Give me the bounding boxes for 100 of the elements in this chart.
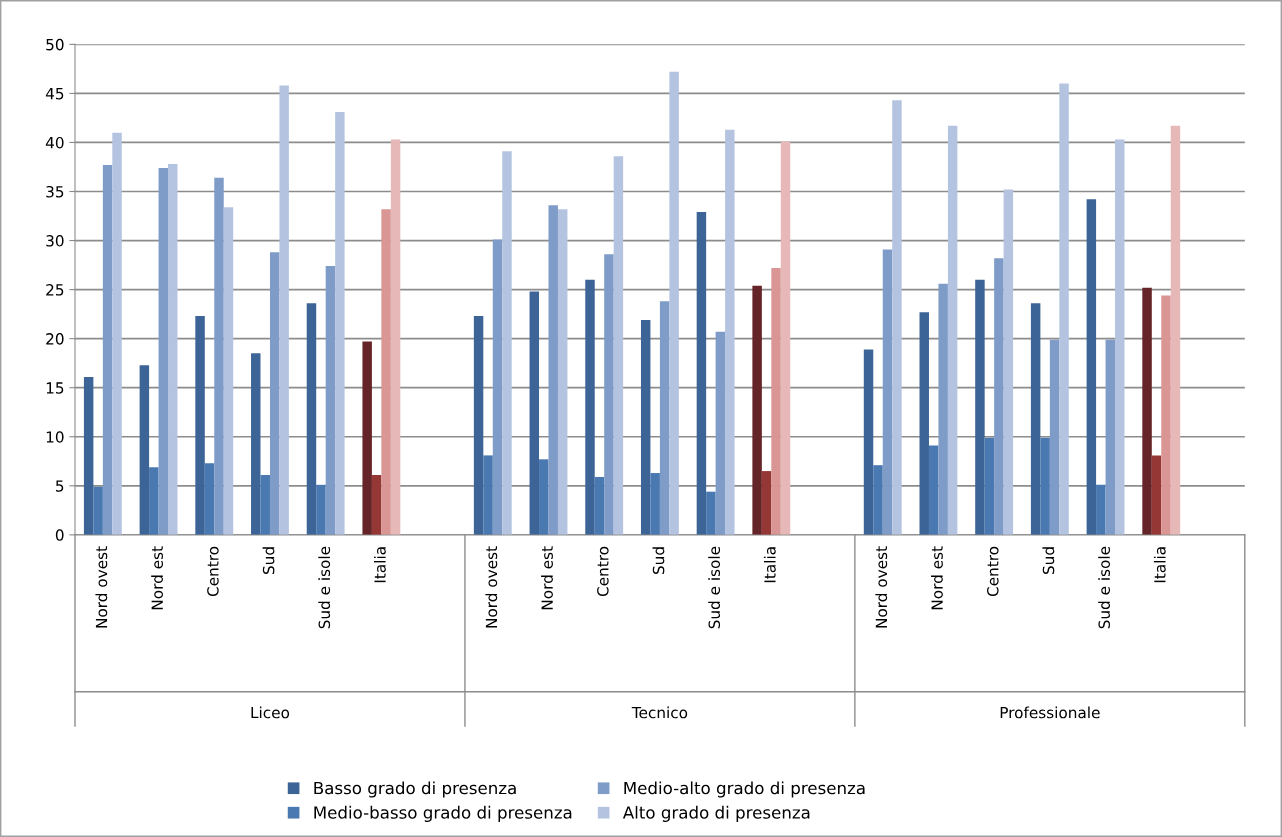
bar — [780, 141, 791, 535]
x-tick-label: Centro — [207, 546, 219, 597]
bar — [882, 249, 893, 535]
text: Tecnico — [631, 706, 688, 719]
x-tick-label: Sud e isole — [318, 546, 331, 629]
bar — [650, 473, 660, 535]
x-tick-label: Italia — [763, 547, 776, 583]
bar — [1003, 189, 1014, 535]
bar — [1161, 295, 1171, 535]
bar — [1115, 139, 1125, 535]
bar — [158, 167, 169, 535]
x-tick-label: Sud — [1042, 547, 1055, 575]
x-tick-label: Nord ovest — [875, 546, 888, 628]
bar — [390, 139, 401, 535]
bar — [1059, 83, 1069, 535]
bar — [195, 316, 205, 535]
y-tick-label: 20 — [46, 333, 64, 345]
x-tick-label: Sud — [652, 547, 665, 575]
bar — [1086, 199, 1097, 535]
x-tick-label: Nord ovest — [485, 546, 498, 628]
bar — [938, 283, 948, 535]
bar — [381, 209, 391, 535]
x-tick-label: Italia — [373, 547, 386, 583]
legend-label: Medio-basso grado di presenza — [314, 805, 572, 822]
bar — [483, 455, 493, 535]
bar — [362, 341, 372, 535]
bar — [548, 205, 558, 535]
bar — [1142, 287, 1152, 535]
bar — [371, 475, 382, 535]
bar — [928, 445, 939, 535]
bar — [863, 349, 874, 535]
bar — [251, 353, 261, 535]
y-tick-label: 35 — [46, 185, 64, 198]
legend-label: Medio-alto grado di presenza — [624, 781, 865, 798]
bar — [1030, 303, 1041, 535]
y-tick-label: 40 — [45, 136, 64, 149]
bar — [892, 100, 902, 535]
text: Liceo — [251, 706, 290, 719]
bar — [260, 475, 270, 535]
bar — [696, 212, 707, 535]
x-tick-label: Centro — [597, 546, 609, 597]
y-tick-label: 10 — [46, 431, 64, 443]
bar — [994, 258, 1004, 535]
bar — [557, 209, 568, 535]
bar — [1105, 339, 1116, 535]
bar — [706, 491, 716, 535]
bar — [1151, 455, 1162, 535]
bar — [335, 112, 345, 535]
bar — [669, 71, 679, 535]
bar — [715, 331, 726, 535]
y-tick-label: 0 — [55, 529, 64, 541]
bar — [492, 239, 503, 535]
bar — [223, 207, 234, 535]
x-tick-label: Sud e isole — [708, 546, 721, 629]
y-tick-label: 5 — [56, 480, 64, 492]
bar — [1096, 484, 1106, 535]
text: Professionale — [1000, 706, 1100, 719]
x-tick-label: Nord est — [931, 546, 943, 610]
bar — [604, 254, 614, 535]
bar — [1170, 125, 1181, 535]
bar — [919, 312, 929, 535]
bar — [168, 164, 178, 535]
x-tick-label: Sud e isole — [1098, 546, 1110, 629]
bar — [112, 132, 122, 535]
x-tick-label: Centro — [987, 546, 999, 597]
bar — [975, 279, 985, 535]
bar — [502, 151, 512, 535]
x-tick-label: Nord est — [151, 546, 163, 610]
y-tick-label: 25 — [46, 284, 64, 296]
bar — [984, 437, 995, 535]
bar — [1049, 339, 1060, 535]
bar — [613, 156, 624, 535]
bar — [269, 252, 280, 535]
x-tick-label: Nord ovest — [95, 546, 108, 628]
y-tick-label: 30 — [46, 235, 64, 247]
bar — [873, 465, 883, 535]
bar — [316, 484, 326, 535]
y-tick-label: 45 — [45, 88, 64, 100]
x-tick-label: Nord est — [541, 546, 553, 610]
bar — [529, 291, 540, 535]
bar — [306, 303, 317, 535]
bar — [761, 471, 772, 535]
bar — [594, 476, 605, 535]
bar — [473, 316, 484, 535]
bar — [93, 486, 103, 535]
bar — [279, 85, 289, 535]
legend-label: Alto grado di presenza — [622, 805, 810, 822]
bar — [83, 376, 94, 535]
y-tick-label: 50 — [46, 38, 64, 51]
bar — [539, 459, 549, 535]
bar — [139, 365, 150, 535]
bar — [585, 279, 595, 535]
y-tick-label: 15 — [46, 382, 64, 394]
bar — [1040, 437, 1050, 535]
legend-label: Basso grado di presenza — [314, 781, 516, 798]
bar — [325, 266, 336, 535]
bar — [752, 285, 762, 535]
bar — [725, 129, 735, 535]
bar — [771, 268, 781, 535]
x-tick-label: Sud — [262, 547, 275, 575]
